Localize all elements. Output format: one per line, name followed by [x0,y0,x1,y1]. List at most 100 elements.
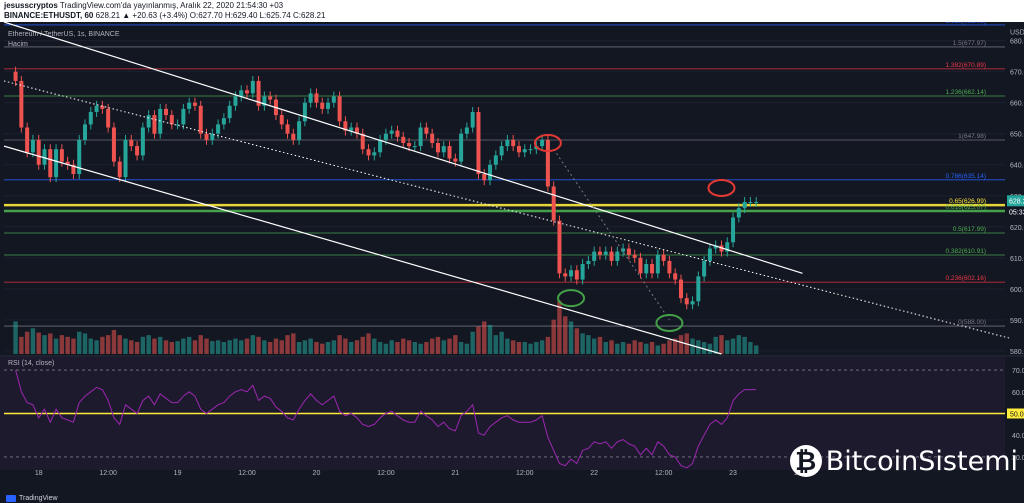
candle-body [488,164,493,181]
tradingview-logo[interactable]: TradingView [6,495,58,502]
volume-bar [453,335,458,354]
candle-body [175,124,180,126]
candle-body [216,124,221,134]
symbol-line[interactable]: BINANCE:ETHUSDT, 60 [4,11,94,20]
fib-level-label: 0.5(617.99) [953,226,986,233]
volume-bar [210,341,215,354]
candle-body [673,273,678,280]
volume-bar [262,340,267,354]
volume-bar [464,343,470,354]
candle-body [603,251,608,255]
volume-bar [655,345,661,354]
volume-bar [401,338,406,354]
candle-body [690,301,695,305]
volume-bar [169,342,174,354]
price-tick-label: 610.00 [1010,256,1024,263]
volume-bar [586,335,591,354]
candle-body [343,121,348,131]
volume-bar [395,342,400,354]
volume-bar [470,331,475,354]
volume-bar [441,340,446,354]
candle-body [395,130,400,137]
volume-bar [88,338,93,354]
symbol-info: BINANCE:ETHUSDT, 60 628.21 ▲ +20.63 (+3.… [4,11,325,20]
candle-body [204,133,209,140]
volume-bar [24,331,30,354]
volume-bar [609,340,614,354]
candle-body [435,143,440,153]
candle-body [106,108,111,128]
volume-bar [239,340,244,354]
candle-body [94,105,99,112]
candle-body [702,260,707,277]
candle-body [279,115,284,125]
candle-body [308,93,313,103]
volume-bar [30,328,36,354]
volume-bar [71,338,76,354]
volume-bar [59,335,65,354]
candle-body [586,260,591,265]
candle-body [221,118,226,125]
volume-bar [111,330,117,354]
candle-body [250,80,255,94]
candle-body [522,149,527,153]
candle-body [383,133,388,140]
volume-bar [672,338,678,354]
candle-body [511,139,516,147]
volume-bar [105,335,111,354]
annotation-circle [533,134,562,153]
volume-bar [487,324,493,354]
price-chart[interactable]: 580.00590.00600.00610.00620.00630.00640.… [0,22,1024,492]
candle-body [499,146,504,156]
volume-bar [123,338,128,354]
volume-bar [528,343,533,354]
volume-bar [603,342,608,354]
candle-body [291,133,296,140]
candle-body [42,149,47,165]
channel-line-mid [3,80,1011,339]
volume-label: Hacim [8,41,28,48]
volume-bar [383,343,389,354]
volume-bar [13,321,18,354]
volume-bar [591,338,597,354]
volume-bar [117,335,122,354]
volume-bar [389,340,394,354]
volume-bar [447,338,452,354]
volume-bar [545,336,551,354]
volume-bar [48,333,53,354]
candle-body [366,149,371,156]
volume-bar [412,342,418,354]
volume-bar [534,342,539,354]
volume-bar [343,338,348,354]
rsi-mid-badge [1007,408,1024,419]
candle-body [262,96,267,106]
candle-body [245,90,250,94]
author-name[interactable]: jesusscryptos [4,1,58,10]
price-tick-label: 590.00 [1010,318,1024,325]
candle-body [129,139,134,147]
candle-body [59,149,64,162]
candle-body [609,251,614,261]
candle-body [661,254,666,261]
price-tick-label: 580.00 [1010,349,1024,356]
candle-body [597,251,602,255]
candle-body [626,248,631,255]
volume-bar [146,335,151,354]
volume-bar [730,338,736,354]
tradingview-label: TradingView [19,495,58,502]
volume-bar [372,338,377,354]
candle-body [210,133,215,140]
volume-bar [377,342,383,354]
time-tick-label: 12:00 [99,470,117,477]
candle-body [239,90,244,97]
candle-body [731,217,736,243]
volume-bar [221,342,227,354]
candle-body [719,245,724,252]
candle-body [725,242,730,252]
ohlc-values: 628.21 ▲ +20.63 (+3.4%) O:627.70 H:629.4… [95,11,326,20]
price-tick-label: 660.00 [1010,101,1024,108]
candle-body [13,71,18,81]
volume-bar [557,300,562,354]
candle-body [19,80,24,128]
candle-body [83,124,88,140]
